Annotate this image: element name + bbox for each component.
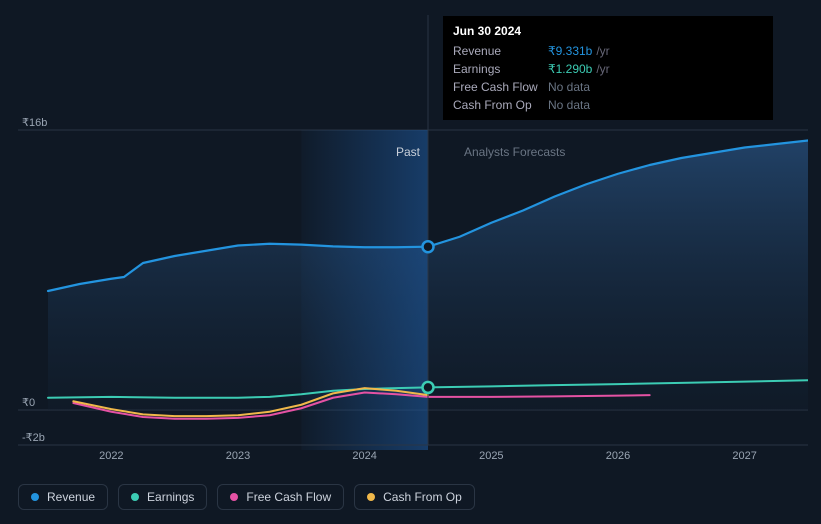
tooltip-row: Free Cash FlowNo data — [453, 78, 763, 96]
svg-text:Analysts Forecasts: Analysts Forecasts — [464, 145, 565, 159]
svg-text:2026: 2026 — [606, 450, 630, 462]
tooltip-row-value: No data — [548, 78, 590, 96]
legend-item[interactable]: Revenue — [18, 484, 108, 510]
svg-text:2027: 2027 — [732, 450, 756, 462]
legend-dot-icon — [367, 493, 375, 501]
legend-label: Earnings — [147, 490, 194, 504]
tooltip-row-label: Cash From Op — [453, 96, 548, 114]
tooltip-row-unit: /yr — [596, 60, 609, 78]
legend-dot-icon — [31, 493, 39, 501]
tooltip-row-label: Free Cash Flow — [453, 78, 548, 96]
svg-text:2023: 2023 — [226, 450, 250, 462]
legend-label: Revenue — [47, 490, 95, 504]
tooltip-row: Earnings₹1.290b/yr — [453, 60, 763, 78]
svg-text:₹0: ₹0 — [22, 397, 35, 409]
tooltip-row-value: No data — [548, 96, 590, 114]
chart-legend: Revenue Earnings Free Cash Flow Cash From O… — [18, 484, 475, 510]
svg-text:2024: 2024 — [352, 450, 376, 462]
legend-dot-icon — [230, 493, 238, 501]
tooltip-row: Revenue₹9.331b/yr — [453, 42, 763, 60]
legend-item[interactable]: Free Cash Flow — [217, 484, 344, 510]
tooltip-row: Cash From OpNo data — [453, 96, 763, 114]
chart-tooltip: Jun 30 2024 Revenue₹9.331b/yrEarnings₹1.… — [443, 16, 773, 120]
legend-label: Free Cash Flow — [246, 490, 331, 504]
legend-dot-icon — [131, 493, 139, 501]
tooltip-title: Jun 30 2024 — [453, 22, 763, 40]
tooltip-row-value: ₹9.331b — [548, 42, 592, 60]
svg-text:2025: 2025 — [479, 450, 503, 462]
svg-text:Past: Past — [396, 145, 421, 159]
svg-text:-₹2b: -₹2b — [22, 432, 45, 444]
tooltip-row-value: ₹1.290b — [548, 60, 592, 78]
tooltip-row-label: Earnings — [453, 60, 548, 78]
tooltip-row-label: Revenue — [453, 42, 548, 60]
legend-item[interactable]: Cash From Op — [354, 484, 475, 510]
svg-text:2022: 2022 — [99, 450, 123, 462]
legend-label: Cash From Op — [383, 490, 462, 504]
tooltip-row-unit: /yr — [596, 42, 609, 60]
legend-item[interactable]: Earnings — [118, 484, 207, 510]
svg-text:₹16b: ₹16b — [22, 117, 47, 129]
